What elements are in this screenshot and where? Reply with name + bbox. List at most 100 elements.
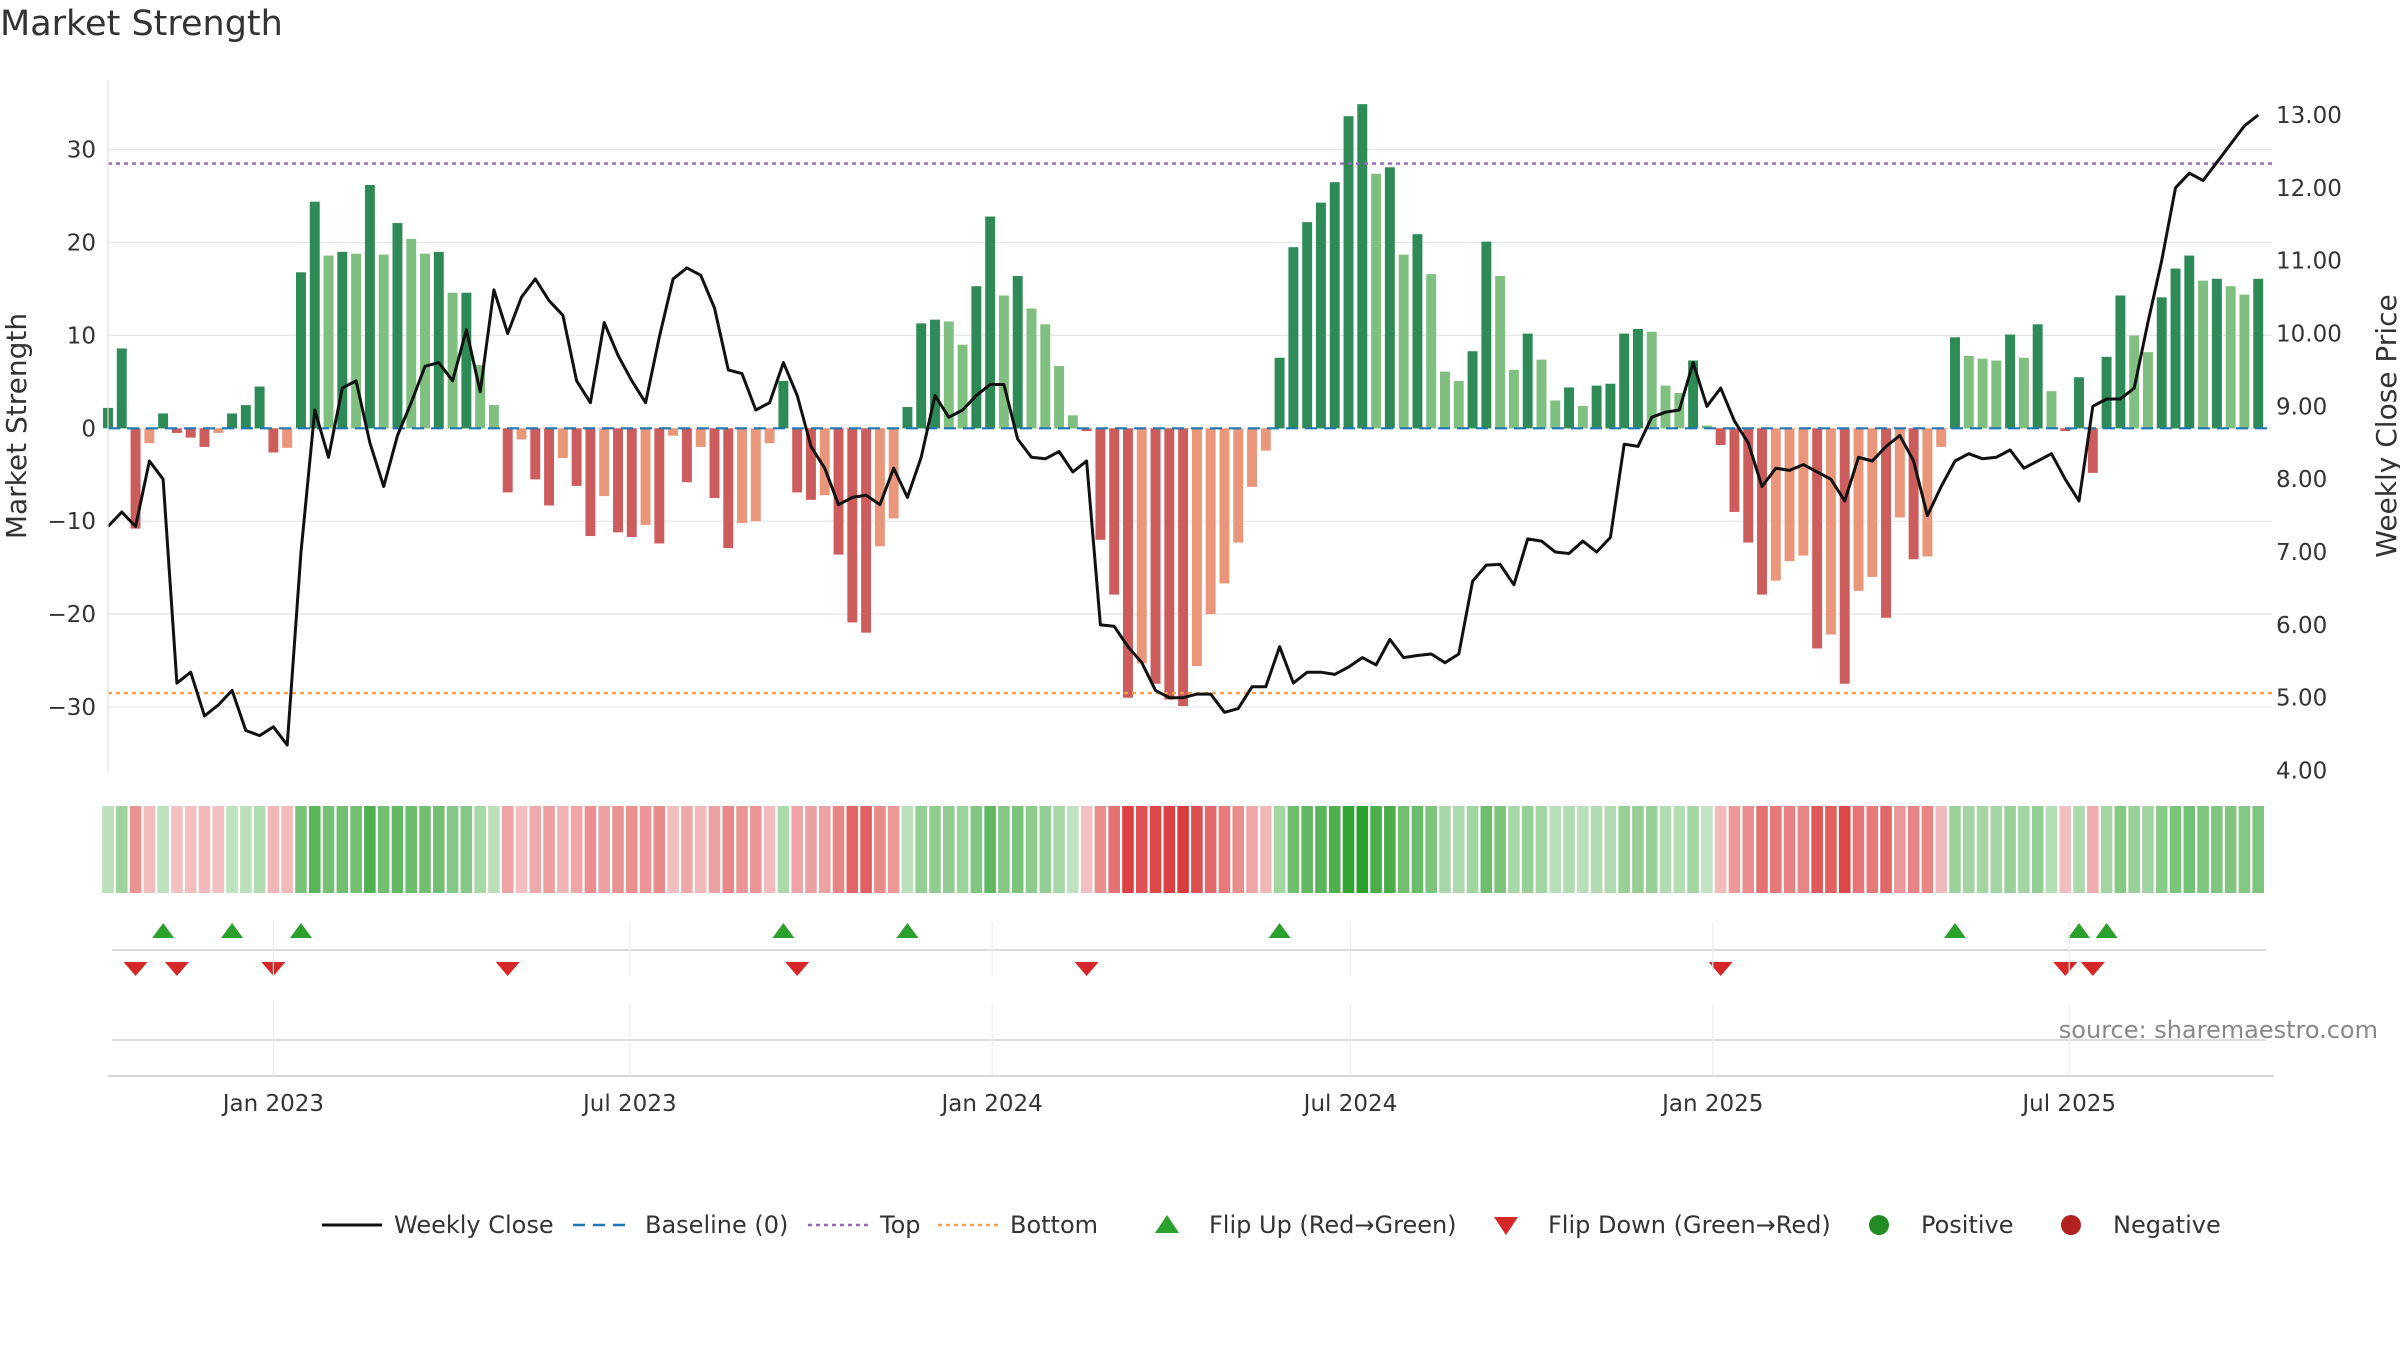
legend-flip-up-swatch <box>1155 1215 1179 1233</box>
heat-cell <box>1687 806 1699 893</box>
heat-cell <box>501 806 514 893</box>
strength-bar <box>488 405 499 429</box>
y2-tick-label: 10.00 <box>2276 321 2342 347</box>
strength-bar <box>1977 358 1988 429</box>
strength-bar <box>1178 428 1189 707</box>
heat-cell <box>639 806 652 893</box>
strength-bar <box>1743 428 1754 543</box>
heat-cell <box>2183 806 2196 893</box>
heat-cell <box>1494 806 1506 893</box>
heat-cell <box>157 806 169 893</box>
heat-cell <box>419 806 431 893</box>
strength-bar <box>364 184 375 429</box>
heat-cell <box>1521 806 1534 893</box>
strength-bar <box>268 428 279 453</box>
strength-bar <box>847 428 858 623</box>
strength-bar <box>116 348 127 429</box>
strength-bar <box>2225 286 2236 429</box>
flip-down-marker <box>123 962 148 976</box>
heat-cell <box>143 806 156 893</box>
heat-cell <box>2087 806 2099 893</box>
strength-bar <box>544 428 555 506</box>
strength-bar <box>2184 255 2195 429</box>
heat-cell <box>474 806 486 893</box>
strength-bar <box>2253 278 2264 429</box>
strength-bar <box>144 428 155 444</box>
strength-bar <box>1495 275 1506 429</box>
strength-bar <box>668 428 679 436</box>
strength-bar <box>1894 428 1905 518</box>
strength-bar <box>1660 385 1671 429</box>
price-line-group <box>106 113 2260 747</box>
heat-cell <box>943 806 955 893</box>
heat-cell <box>1094 806 1107 893</box>
heat-cell <box>612 806 624 893</box>
strength-bar <box>998 295 1009 429</box>
flip-up-marker <box>1943 923 1966 938</box>
strength-bar <box>1136 428 1147 664</box>
strength-bar <box>1233 428 1244 543</box>
strength-bar <box>819 428 830 496</box>
heat-cell <box>598 806 610 893</box>
y-tick-label: 10 <box>67 323 96 349</box>
strength-bar <box>1440 371 1450 429</box>
heat-cell <box>846 806 859 893</box>
heat-cell <box>2045 806 2058 893</box>
strength-bar <box>185 428 196 438</box>
heat-cell <box>529 806 542 893</box>
strength-bar <box>1632 328 1643 429</box>
legend-item-positive: Positive <box>1869 1211 2014 1239</box>
strength-bar <box>1784 428 1795 562</box>
heat-cell <box>2238 806 2251 893</box>
reference-lines <box>108 162 2272 695</box>
strength-bar <box>1508 369 1519 429</box>
heat-cell <box>1673 806 1686 893</box>
strength-bar <box>571 428 582 486</box>
flip-up-marker <box>289 923 312 938</box>
legend-label: Flip Up (Red→Green) <box>1209 1211 1457 1239</box>
y-axis-title: Market Strength <box>0 313 33 539</box>
strength-bar <box>1123 428 1133 698</box>
strength-bar <box>1550 400 1561 429</box>
weekly-close-line <box>106 113 2260 747</box>
flip-down-marker <box>2053 962 2078 976</box>
heat-cell <box>1714 806 1727 893</box>
strength-bar <box>916 323 927 429</box>
heat-cell <box>970 806 983 893</box>
strength-bar <box>2211 278 2222 429</box>
heat-cell <box>750 806 762 893</box>
heat-cell <box>2059 806 2072 893</box>
heat-cell <box>763 806 776 893</box>
flip-markers <box>112 923 2266 976</box>
strength-bar <box>309 201 320 429</box>
strength-bar <box>2060 428 2071 432</box>
strength-bar <box>1701 425 1712 429</box>
strength-bars <box>103 104 2264 707</box>
legend-item-baseline: Baseline (0) <box>573 1211 788 1239</box>
strength-bar <box>475 365 486 429</box>
heat-cell <box>998 806 1010 893</box>
strength-bar <box>1274 357 1285 429</box>
y-tick-label: −30 <box>47 695 96 721</box>
heat-cell <box>2197 806 2209 893</box>
legend-label: Positive <box>1921 1211 2014 1239</box>
strength-bar <box>406 238 417 429</box>
legend-item-close: Weekly Close <box>322 1211 554 1239</box>
strength-bar <box>158 413 169 429</box>
heat-cell <box>1218 806 1231 893</box>
strength-bar <box>861 428 872 633</box>
heat-cell <box>1549 806 1562 893</box>
flip-down-marker <box>1708 962 1733 976</box>
heat-cell <box>184 806 197 893</box>
flip-up-marker <box>221 923 244 938</box>
strength-bar <box>1867 428 1878 577</box>
legend-label: Weekly Close <box>394 1211 554 1239</box>
y2-tick-label: 5.00 <box>2276 686 2327 712</box>
heat-cell <box>1067 806 1079 893</box>
strength-bar <box>1853 428 1864 591</box>
strength-bar <box>1881 428 1892 618</box>
strength-bar <box>2074 377 2084 429</box>
heat-cell <box>1232 806 1245 893</box>
strength-bar <box>420 253 430 429</box>
x-tick-label: Jul 2024 <box>1302 1091 1398 1117</box>
